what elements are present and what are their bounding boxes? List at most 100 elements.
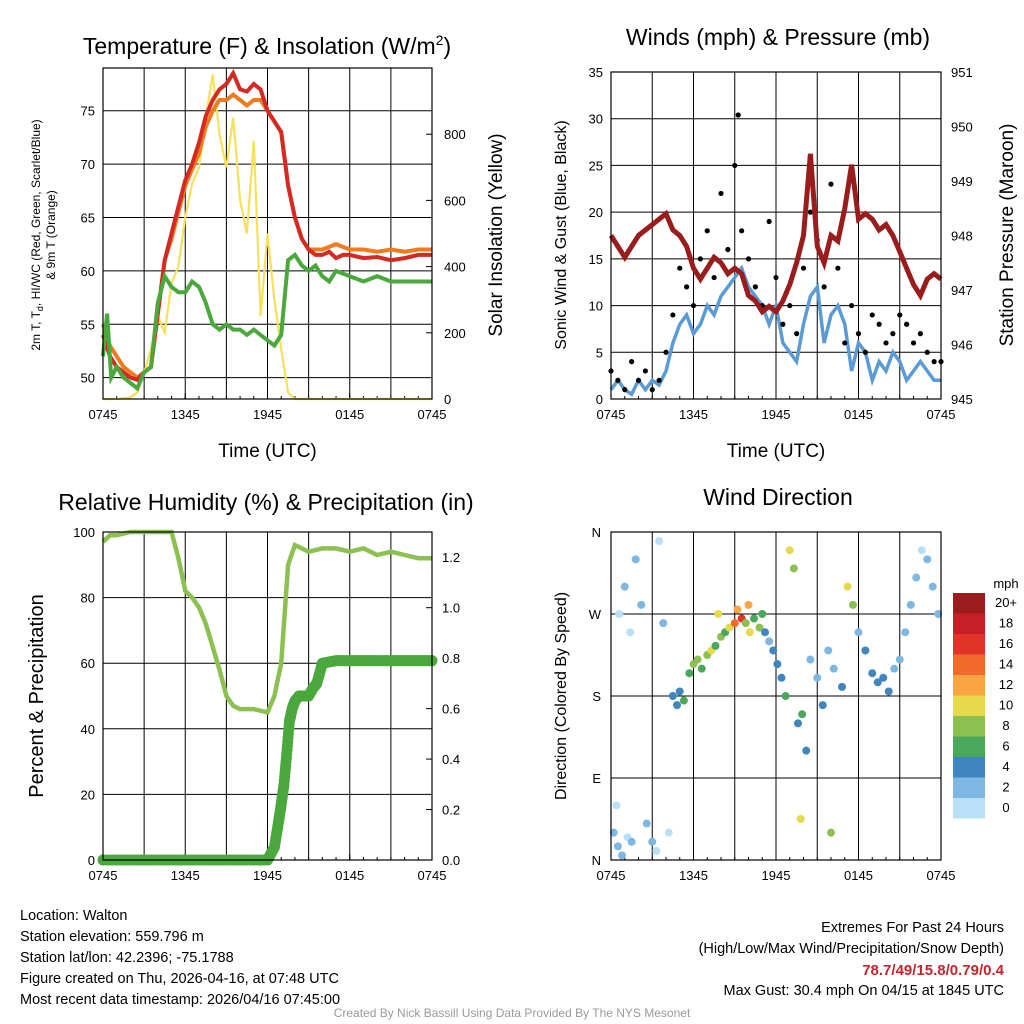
direction-point bbox=[626, 628, 635, 637]
legend-swatch bbox=[953, 654, 985, 675]
rh-panel-title: Relative Humidity (%) & Precipitation (i… bbox=[58, 489, 473, 515]
direction-point bbox=[679, 696, 688, 705]
extremes-info: Extremes For Past 24 Hours (High/Low/Max… bbox=[699, 918, 1004, 1002]
gust-point bbox=[924, 349, 930, 355]
temp-panel-y-tick-label: 65 bbox=[81, 210, 95, 225]
wind-panel-y2-tick-label: 945 bbox=[951, 392, 973, 407]
legend-title: mph bbox=[993, 576, 1018, 591]
temp-panel-y-tick-label: 75 bbox=[81, 104, 95, 119]
temp-panel-title: Temperature (F) & Insolation (W/m2) bbox=[83, 32, 451, 59]
pressure-line bbox=[608, 153, 943, 316]
rh-panel-y2-tick-label: 1.2 bbox=[442, 550, 460, 565]
direction-point bbox=[769, 646, 778, 655]
gust-point bbox=[629, 359, 635, 365]
rh-panel-y-tick-label: 60 bbox=[81, 656, 95, 671]
wind-panel-y-tick-label: 35 bbox=[589, 65, 603, 80]
direction-point bbox=[733, 605, 742, 614]
gust-point bbox=[711, 274, 717, 281]
temp-panel-y-tick-label: 55 bbox=[81, 317, 95, 332]
extremes-values: 78.7/49/15.8/0.79/0.4 bbox=[862, 962, 1004, 979]
gust-point bbox=[883, 340, 889, 346]
latlon-text: Station lat/lon: 42.2396; -75.1788 bbox=[20, 950, 234, 966]
legend-label: 0 bbox=[1002, 800, 1009, 815]
direction-point bbox=[824, 646, 833, 655]
wind-panel-y2-tick-label: 946 bbox=[951, 338, 973, 353]
gust-point bbox=[876, 321, 882, 327]
gust-point bbox=[649, 387, 655, 393]
legend-label: 18 bbox=[999, 616, 1013, 631]
direction-point bbox=[818, 701, 827, 710]
direction-point bbox=[675, 687, 684, 696]
direction-point bbox=[631, 555, 640, 564]
rh-panel-y2-tick-label: 0.6 bbox=[442, 702, 460, 717]
direction-point bbox=[664, 828, 673, 837]
gust-point bbox=[931, 359, 937, 365]
extremes-title: Extremes For Past 24 Hours bbox=[821, 920, 1004, 936]
station-info: Location: Walton Station elevation: 559.… bbox=[20, 906, 340, 1011]
direction-point bbox=[615, 610, 624, 618]
wind-panel-y-tick-label: 5 bbox=[596, 345, 603, 360]
direction-point bbox=[613, 842, 622, 851]
direction-point bbox=[730, 619, 739, 628]
direction-panel-y-tick-label: N bbox=[592, 525, 601, 540]
gust-point bbox=[725, 246, 731, 253]
legend-swatch bbox=[953, 716, 985, 737]
gust-point bbox=[697, 256, 703, 262]
direction-point bbox=[873, 678, 882, 687]
gust-point bbox=[828, 181, 834, 187]
direction-point bbox=[923, 555, 932, 564]
direction-point bbox=[668, 692, 677, 700]
direction-point bbox=[789, 564, 798, 573]
wind-panel-y2-tick-label: 951 bbox=[951, 65, 973, 80]
direction-point bbox=[685, 669, 694, 678]
gust-point bbox=[842, 340, 848, 346]
rh-panel-x-tick-label: 0745 bbox=[418, 868, 447, 883]
direction-panel-axes: 0745 1345 1945 0145 0745 bbox=[597, 532, 955, 883]
dewpoint-line bbox=[101, 251, 432, 392]
gust-point bbox=[910, 340, 917, 346]
legend-label: 2 bbox=[1002, 780, 1009, 795]
gust-point bbox=[622, 387, 628, 393]
legend-swatch bbox=[953, 736, 985, 757]
direction-point bbox=[827, 828, 835, 837]
direction-point bbox=[806, 655, 815, 664]
wind-panel-y-tick-label: 20 bbox=[589, 205, 603, 220]
direction-point bbox=[906, 600, 915, 609]
direction-point bbox=[777, 673, 786, 682]
wind-panel-frame bbox=[610, 71, 942, 400]
wind-panel-y2-tick-label: 950 bbox=[951, 120, 973, 135]
gust-point bbox=[690, 302, 697, 309]
legend-label: 20+ bbox=[995, 595, 1017, 610]
wind-panel-y2-tick-label: 948 bbox=[951, 229, 973, 244]
gust-point bbox=[718, 190, 724, 197]
rh-panel-y2-tick-label: 0.0 bbox=[442, 853, 460, 868]
gust-point bbox=[835, 265, 841, 271]
temp-panel-frame bbox=[102, 67, 433, 400]
legend-swatch bbox=[953, 613, 985, 634]
wind-panel-y2-label: Station Pressure (Maroon) bbox=[997, 124, 1018, 347]
rh-panel-y2-tick-label: 0.4 bbox=[442, 752, 460, 767]
wind-panel-y-tick-label: 10 bbox=[589, 299, 603, 314]
direction-panel-y-tick-label: E bbox=[592, 771, 601, 786]
gust-point bbox=[862, 349, 868, 355]
direction-point bbox=[773, 660, 782, 669]
temp-panel-y-tick-label: 50 bbox=[81, 371, 95, 386]
gust-point bbox=[732, 162, 738, 169]
direction-point bbox=[642, 819, 651, 828]
direction-point bbox=[648, 837, 657, 846]
gust-point bbox=[735, 112, 741, 118]
elevation-text: Station elevation: 559.796 m bbox=[20, 929, 204, 945]
wind-panel-y2-tick-label: 947 bbox=[951, 283, 973, 298]
direction-point bbox=[655, 537, 664, 546]
direction-point bbox=[849, 600, 857, 609]
extremes-subtitle: (High/Low/Max Wind/Precipitation/Snow De… bbox=[698, 941, 1004, 957]
gust-point bbox=[917, 331, 923, 337]
wind-panel-title: Winds (mph) & Pressure (mb) bbox=[626, 24, 930, 50]
gust-point bbox=[745, 256, 752, 262]
direction-panel-y-tick-label: S bbox=[592, 689, 601, 704]
direction-point bbox=[912, 573, 921, 582]
gust-point bbox=[615, 377, 621, 383]
gust-point bbox=[794, 331, 800, 337]
credit-text: Created By Nick Bassill Using Data Provi… bbox=[333, 1006, 691, 1020]
temp-panel-y2-tick-label: 800 bbox=[444, 127, 466, 142]
